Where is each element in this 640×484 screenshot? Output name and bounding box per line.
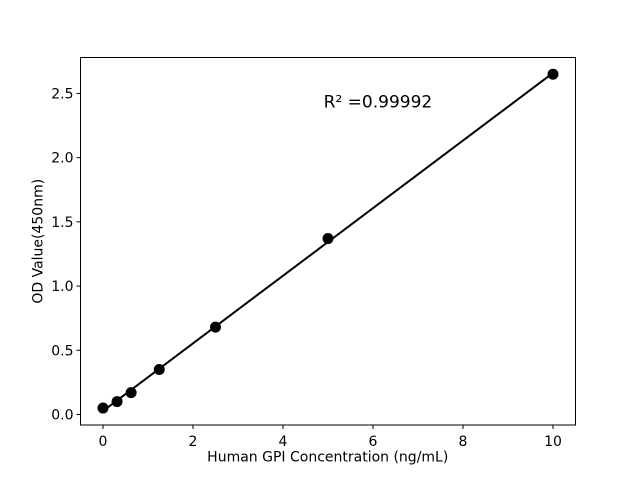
x-tick-label: 8 [459, 434, 468, 450]
data-point [111, 396, 123, 408]
y-tick-label: 1.5 [51, 215, 73, 231]
y-axis-ticks: 0.0 0.5 1.0 1.5 2.0 2.5 [51, 86, 81, 423]
y-axis-label: OD Value(450nm) [31, 179, 47, 304]
x-axis-ticks: 0 2 4 6 8 10 [99, 425, 562, 450]
data-point [125, 387, 137, 399]
data-point [153, 364, 165, 376]
y-tick-label: 0.5 [51, 343, 73, 359]
y-tick-label: 2.5 [51, 86, 73, 102]
y-tick-label: 1.0 [51, 279, 73, 295]
data-point [547, 68, 559, 80]
x-tick-label: 4 [279, 434, 288, 450]
y-tick-label: 2.0 [51, 151, 73, 167]
x-axis-label: Human GPI Concentration (ng/mL) [207, 450, 448, 466]
x-tick-label: 2 [189, 434, 198, 450]
data-point [97, 402, 109, 414]
x-tick-label: 0 [99, 434, 108, 450]
r-squared-annotation: R² =0.99992 [324, 93, 433, 113]
data-point [322, 233, 334, 245]
data-series [97, 68, 559, 414]
x-tick-label: 6 [369, 434, 378, 450]
y-tick-label: 0.0 [51, 407, 73, 423]
plot-area [80, 57, 576, 426]
data-point [210, 321, 221, 333]
x-tick-label: 10 [544, 434, 562, 450]
